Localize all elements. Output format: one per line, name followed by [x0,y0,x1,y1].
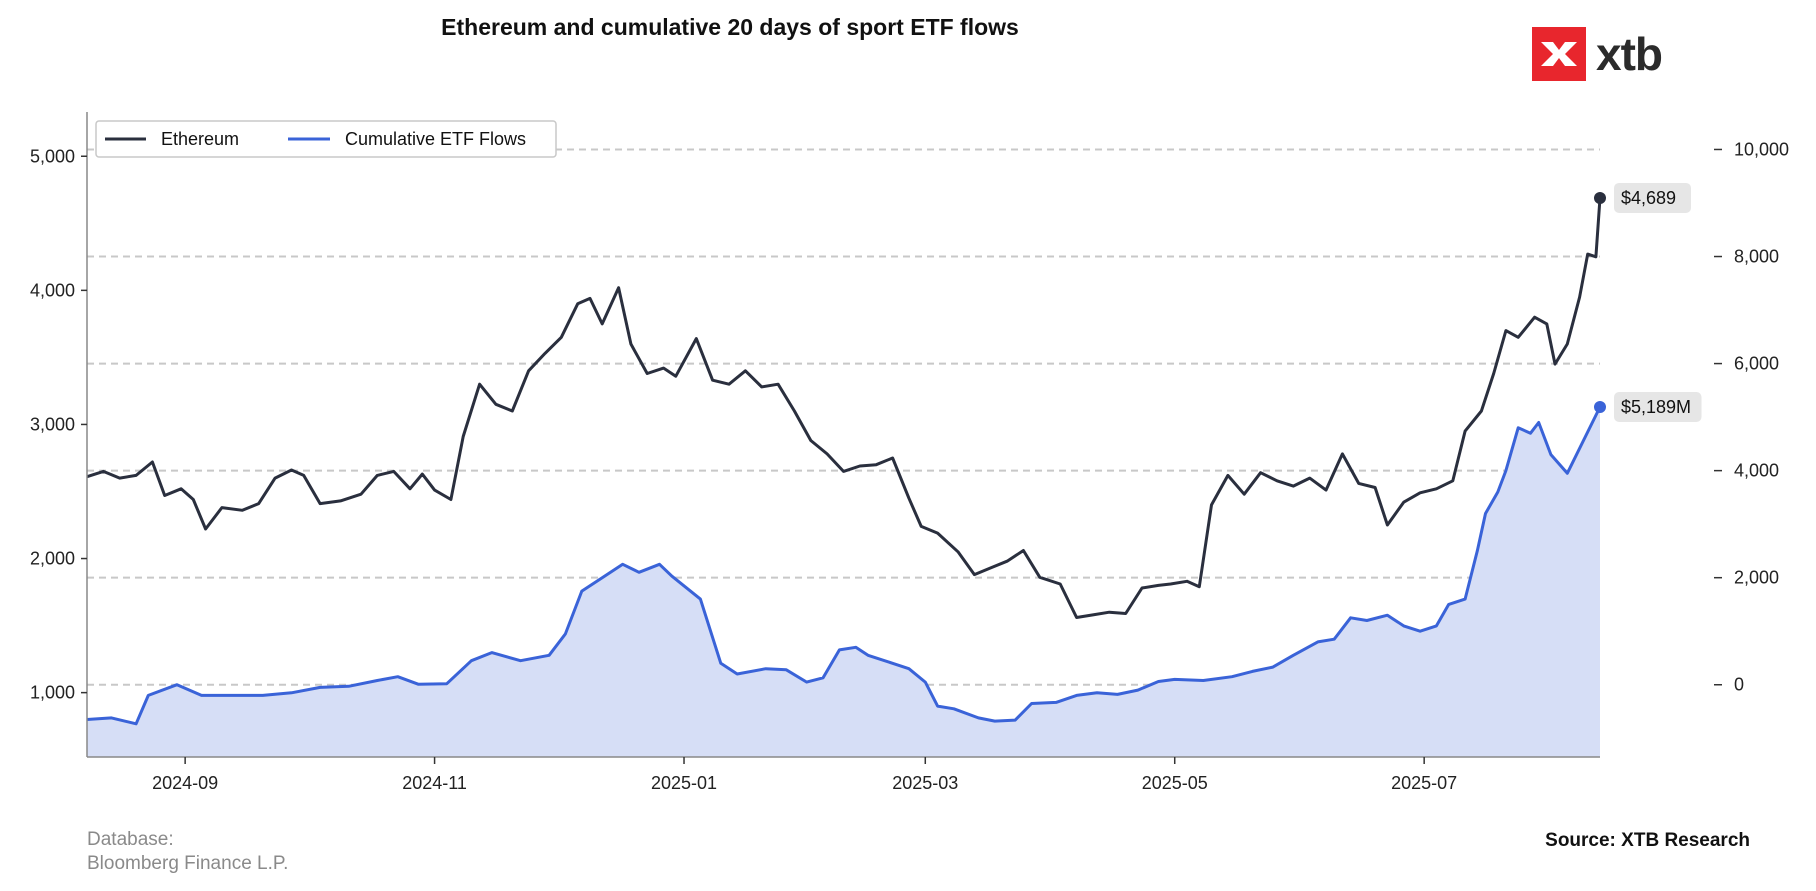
legend-label-ethereum: Ethereum [161,129,239,149]
x-tick-label: 2024-11 [402,773,467,793]
right-tick-label: 10,000 [1734,139,1789,159]
x-tick-label: 2025-01 [651,773,717,793]
etf-last-label-box [1614,391,1702,422]
source-note: Source: XTB Research [1545,830,1750,851]
chart-title: Ethereum and cumulative 20 days of sport… [441,14,1019,40]
right-tick-label: 6,000 [1734,354,1779,374]
right-tick-label: 0 [1734,675,1744,695]
x-tick-label: 2024-09 [152,773,218,793]
etf-area [87,407,1600,757]
right-tick-label: 4,000 [1734,461,1779,481]
right-tick-label: 2,000 [1734,568,1779,588]
database-value: Bloomberg Finance L.P. [87,853,289,874]
ethereum-last-label: $4,689 [1621,188,1676,208]
xtb-x-icon [1532,27,1586,81]
database-label: Database: [87,829,174,850]
x-tick-label: 2025-07 [1391,773,1457,793]
ethereum-last-label-box [1614,182,1691,213]
database-note: Database: Bloomberg Finance L.P. [87,828,288,876]
left-tick-label: 3,000 [30,414,75,434]
ethereum-line [86,197,1602,619]
x-tick-label: 2025-05 [1142,773,1208,793]
legend-label-etf: Cumulative ETF Flows [345,129,526,149]
x-tick-label: 2025-03 [892,773,958,793]
etf-last-label: $5,189M [1621,397,1691,417]
brand-logo: xtb [1532,26,1663,82]
etf-flows-line [86,406,1602,726]
left-tick-label: 4,000 [30,280,75,300]
left-tick-label: 5,000 [30,146,75,166]
brand-name: xtb [1596,28,1663,80]
left-tick-label: 1,000 [30,683,75,703]
right-tick-label: 8,000 [1734,247,1779,267]
ethereum-last-point [1594,191,1606,204]
left-tick-label: 2,000 [30,549,75,569]
etf-last-point [1594,400,1606,413]
